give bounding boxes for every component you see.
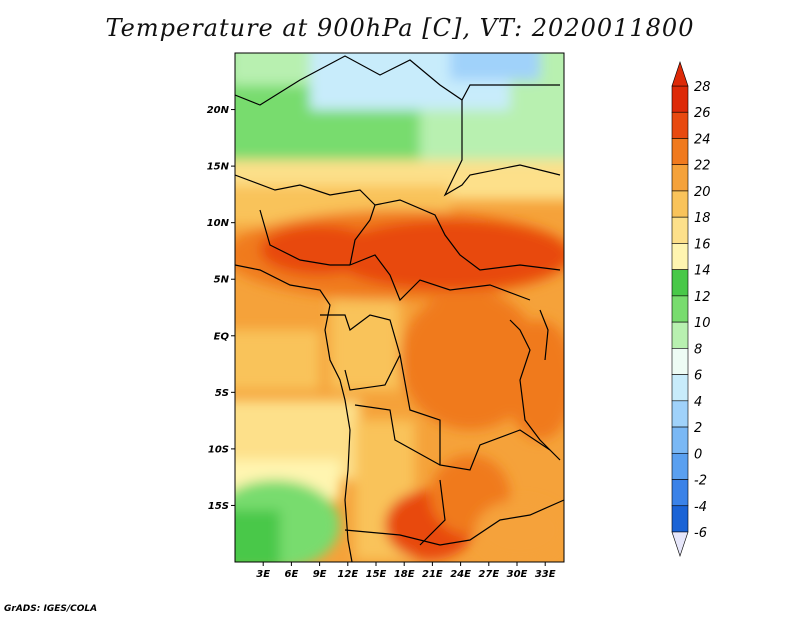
colorbar-box bbox=[671, 85, 689, 113]
colorbar-box bbox=[671, 138, 689, 166]
colorbar-level-label: 8 bbox=[694, 342, 702, 357]
colorbar-box bbox=[671, 216, 689, 244]
colorbar-box bbox=[671, 505, 689, 533]
colorbar-box bbox=[671, 295, 689, 323]
temperature-field bbox=[235, 53, 564, 562]
colorbar-box bbox=[671, 400, 689, 428]
latitude-axis: 20N 15N 10N 5N EQ 5S 10S 15S bbox=[207, 105, 235, 512]
colorbar-box bbox=[671, 321, 689, 349]
lon-tick-label: 18E bbox=[394, 569, 415, 580]
colorbar-level-label: 12 bbox=[694, 290, 711, 305]
lon-tick-label: 27E bbox=[478, 569, 499, 580]
lon-tick-label: 9E bbox=[313, 569, 327, 580]
colorbar-level-label: 22 bbox=[694, 159, 711, 174]
colorbar-over-triangle bbox=[671, 61, 689, 87]
colorbar-level-label: 0 bbox=[694, 447, 702, 462]
lat-tick-label: 5N bbox=[214, 275, 230, 286]
colorbar-level-label: 14 bbox=[694, 264, 711, 279]
colorbar-box bbox=[671, 452, 689, 480]
lat-tick-label: 15S bbox=[208, 501, 229, 512]
colorbar-box bbox=[671, 426, 689, 454]
lat-tick-label: 10S bbox=[208, 444, 229, 455]
colorbar-level-label: -6 bbox=[694, 526, 707, 541]
colorbar-level-label: 26 bbox=[694, 106, 711, 121]
colorbar-level-label: 20 bbox=[694, 185, 711, 200]
coastline bbox=[235, 264, 353, 562]
lat-tick-label: 5S bbox=[215, 388, 229, 399]
lon-tick-label: 3E bbox=[256, 569, 270, 580]
plot-frame bbox=[234, 52, 565, 563]
longitude-axis: 3E 6E 9E 12E 15E 18E 21E 24E 27E 30E 33E bbox=[256, 562, 556, 580]
lat-tick-label: 20N bbox=[207, 105, 230, 116]
colorbar-level-label: 24 bbox=[694, 132, 711, 147]
colorbar-box bbox=[671, 164, 689, 192]
colorbar-box bbox=[671, 374, 689, 402]
colorbar-level-label: 16 bbox=[694, 237, 711, 252]
lon-tick-label: 33E bbox=[535, 569, 556, 580]
country-boundaries bbox=[235, 55, 564, 546]
lon-tick-label: 24E bbox=[450, 569, 471, 580]
colorbar-box bbox=[671, 190, 689, 218]
lon-tick-label: 30E bbox=[507, 569, 528, 580]
colorbar-level-label: 4 bbox=[694, 395, 702, 410]
lat-tick-label: 10N bbox=[207, 218, 230, 229]
lat-tick-label: 15N bbox=[207, 162, 230, 173]
colorbar-box bbox=[671, 479, 689, 507]
lon-tick-label: 21E bbox=[422, 569, 443, 580]
colorbar-level-label: 28 bbox=[694, 80, 711, 95]
colorbar-box bbox=[671, 269, 689, 297]
grads-credit: GrADS: IGES/COLA bbox=[4, 604, 98, 614]
colorbar-level-label: 18 bbox=[694, 211, 711, 226]
lon-tick-label: 15E bbox=[366, 569, 387, 580]
colorbar-level-label: 2 bbox=[694, 421, 702, 436]
colorbar-box bbox=[671, 243, 689, 270]
colorbar-box bbox=[671, 348, 689, 375]
colorbar-box bbox=[671, 111, 689, 139]
chart-title: Temperature at 900hPa [C], VT: 202001180… bbox=[105, 14, 695, 42]
colorbar-level-label: 10 bbox=[694, 316, 711, 331]
colorbar-level-label: 6 bbox=[694, 369, 702, 384]
colorbar-level-label: -2 bbox=[694, 474, 707, 489]
colorbar-under-triangle bbox=[671, 531, 689, 557]
lat-tick-label: EQ bbox=[214, 331, 230, 342]
lon-tick-label: 12E bbox=[337, 569, 358, 580]
colorbar-level-label: -4 bbox=[694, 500, 707, 515]
lon-tick-label: 6E bbox=[285, 569, 299, 580]
